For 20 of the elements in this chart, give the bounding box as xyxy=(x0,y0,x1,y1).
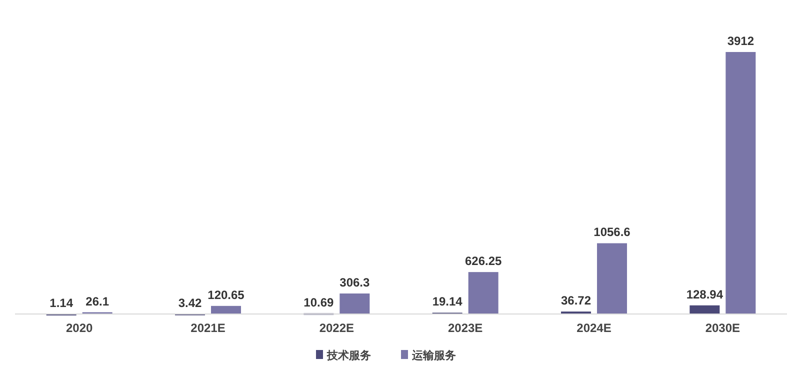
data-label: 10.69 xyxy=(304,295,334,310)
data-label: 36.72 xyxy=(560,294,592,308)
data-label: 306.3 xyxy=(340,275,370,290)
data-label: 626.25 xyxy=(464,254,502,268)
x-tick-label: 2021E xyxy=(190,321,226,335)
x-tick-label: 2020 xyxy=(66,321,94,335)
x-tick-label: 2023E xyxy=(448,321,483,335)
data-label: 1.14 xyxy=(50,296,74,310)
data-label: 1056.6 xyxy=(594,225,631,240)
data-label: 19.14 xyxy=(432,294,463,309)
x-tick-label: 2030E xyxy=(705,321,740,335)
data-label: 26.1 xyxy=(86,294,110,308)
data-label: 120.65 xyxy=(208,288,245,302)
x-tick-label: 2024E xyxy=(576,321,612,335)
data-label: 3912 xyxy=(727,34,754,48)
x-tick-label: 2022E xyxy=(319,321,354,335)
legend-label: 技术服务 xyxy=(326,349,371,362)
legend-label: 运输服务 xyxy=(411,349,456,362)
data-label: 128.94 xyxy=(686,287,724,302)
data-label: 3.42 xyxy=(178,296,202,310)
